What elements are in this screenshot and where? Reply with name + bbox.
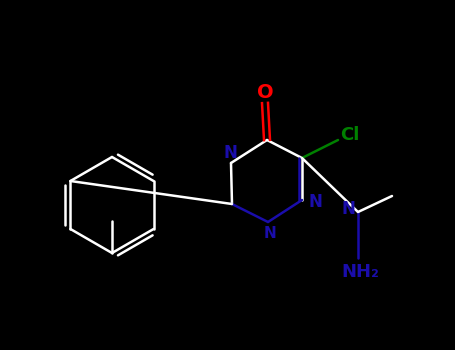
Text: N: N xyxy=(341,200,355,218)
Text: O: O xyxy=(257,83,273,102)
Text: N: N xyxy=(223,144,237,162)
Text: Cl: Cl xyxy=(340,126,360,144)
Text: N: N xyxy=(308,193,322,211)
Text: NH₂: NH₂ xyxy=(341,263,379,281)
Text: N: N xyxy=(263,226,276,242)
